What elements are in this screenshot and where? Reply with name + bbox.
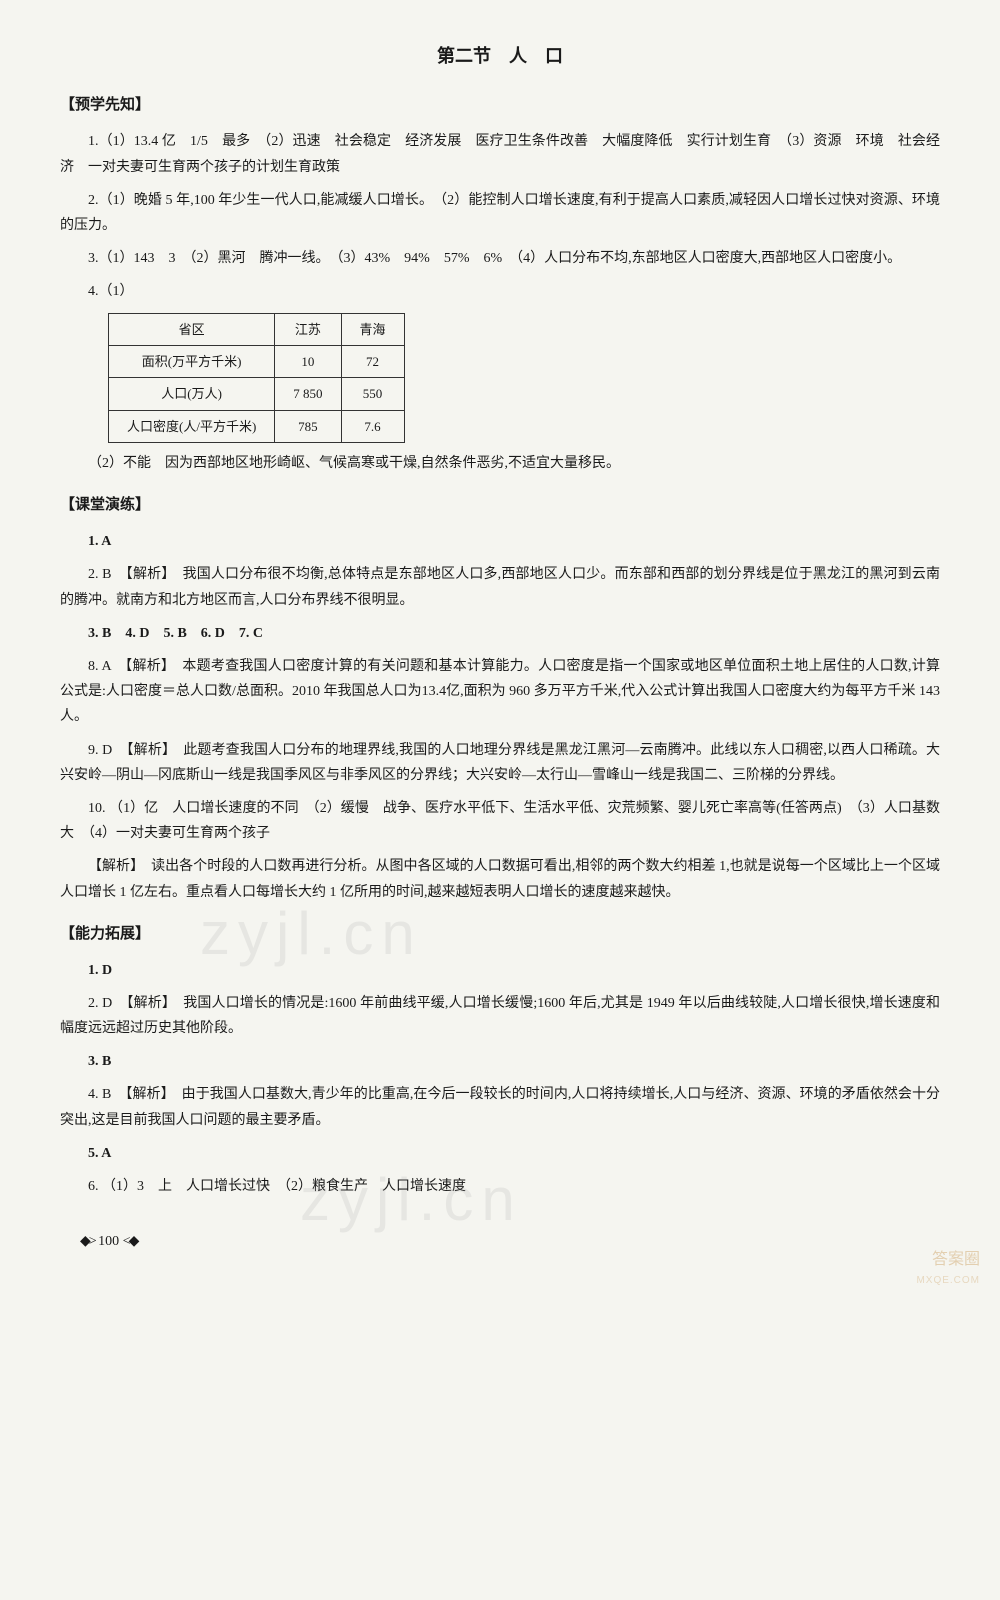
table-header-cell: 江苏 [275, 313, 341, 345]
pre-item-1: 1.（1）13.4 亿 1/5 最多 （2）迅速 社会稳定 经济发展 医疗卫生条… [60, 129, 940, 179]
corner-brand: 答案圈 [932, 1246, 980, 1275]
page-number: ◆> 100 <◆ [80, 1229, 940, 1254]
table-row: 人口密度(人/平方千米) 785 7.6 [109, 410, 405, 442]
ability-q5: 5. A [60, 1141, 940, 1166]
corner-brand-sub: MXQE.COM [916, 1272, 980, 1290]
table-cell: 7 850 [275, 378, 341, 410]
subsection-ability: 【能力拓展】 [60, 921, 940, 948]
table-row: 面积(万平方千米) 10 72 [109, 345, 405, 377]
table-cell: 550 [341, 378, 404, 410]
table-cell: 人口密度(人/平方千米) [109, 410, 275, 442]
class-q10-jiexi: 【解析】 读出各个时段的人口数再进行分析。从图中各区域的人口数据可看出,相邻的两… [60, 854, 940, 904]
ability-q4: 4. B 【解析】 由于我国人口基数大,青少年的比重高,在今后一段较长的时间内,… [60, 1082, 940, 1132]
ability-q6: 6. （1）3 上 人口增长过快 （2）粮食生产 人口增长速度 [60, 1174, 940, 1199]
subsection-preview: 【预学先知】 [60, 92, 940, 119]
class-q2: 2. B 【解析】 我国人口分布很不均衡,总体特点是东部地区人口多,西部地区人口… [60, 562, 940, 612]
table-cell: 人口(万人) [109, 378, 275, 410]
ability-q1: 1. D [60, 958, 940, 983]
table-cell: 72 [341, 345, 404, 377]
class-q10: 10. （1）亿 人口增长速度的不同 （2）缓慢 战争、医疗水平低下、生活水平低… [60, 796, 940, 846]
page-decoration-icon: ◆> [80, 1229, 95, 1254]
province-table: 省区 江苏 青海 面积(万平方千米) 10 72 人口(万人) 7 850 55… [108, 313, 405, 444]
table-cell: 面积(万平方千米) [109, 345, 275, 377]
table-cell: 7.6 [341, 410, 404, 442]
table-row: 省区 江苏 青海 [109, 313, 405, 345]
pre-item-4-2: （2）不能 因为西部地区地形崎岖、气候高寒或干燥,自然条件恶劣,不适宜大量移民。 [60, 451, 940, 476]
class-q1: 1. A [60, 529, 940, 554]
table-cell: 785 [275, 410, 341, 442]
class-q3-7: 3. B 4. D 5. B 6. D 7. C [60, 621, 940, 646]
page-number-value: 100 [98, 1234, 119, 1249]
table-row: 人口(万人) 7 850 550 [109, 378, 405, 410]
table-cell: 10 [275, 345, 341, 377]
pre-item-2: 2.（1）晚婚 5 年,100 年少生一代人口,能减缓人口增长。 （2）能控制人… [60, 188, 940, 238]
ability-q3: 3. B [60, 1049, 940, 1074]
pre-item-3: 3.（1）143 3 （2）黑河 腾冲一线。 （3）43% 94% 57% 6%… [60, 246, 940, 271]
pre-item-4-label: 4.（1） [60, 279, 940, 304]
class-q8: 8. A 【解析】 本题考查我国人口密度计算的有关问题和基本计算能力。人口密度是… [60, 654, 940, 730]
table-header-cell: 省区 [109, 313, 275, 345]
section-title: 第二节 人 口 [60, 40, 940, 72]
subsection-class: 【课堂演练】 [60, 492, 940, 519]
page-decoration-icon: <◆ [123, 1229, 138, 1254]
ability-q2: 2. D 【解析】 我国人口增长的情况是:1600 年前曲线平缓,人口增长缓慢;… [60, 991, 940, 1041]
class-q9: 9. D 【解析】 此题考查我国人口分布的地理界线,我国的人口地理分界线是黑龙江… [60, 738, 940, 788]
table-header-cell: 青海 [341, 313, 404, 345]
